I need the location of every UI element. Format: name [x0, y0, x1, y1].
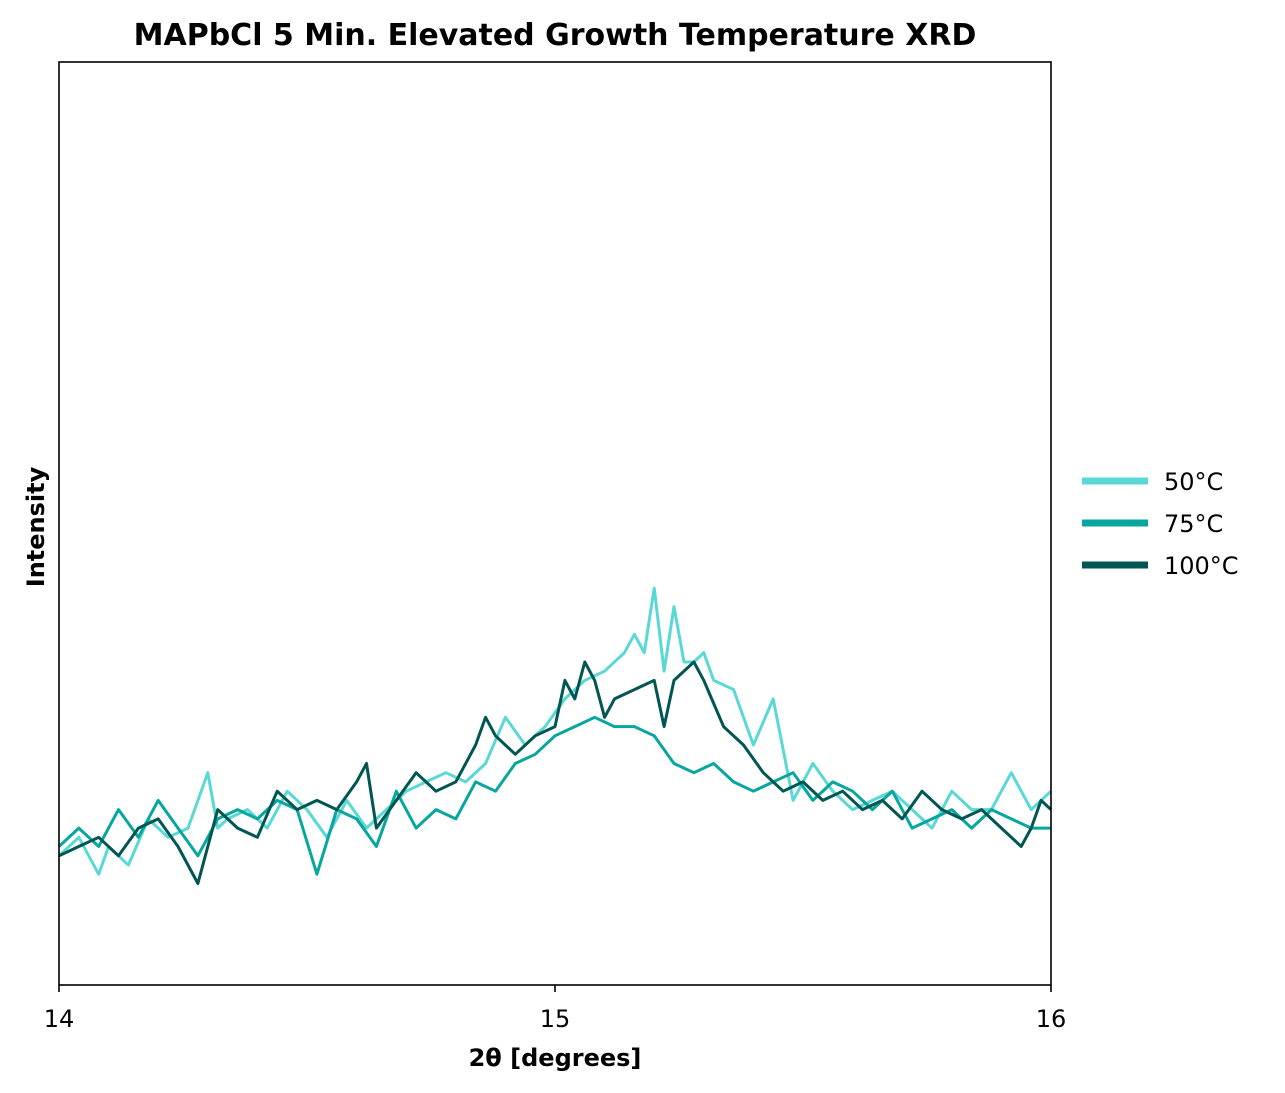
legend-label-100c: 100°C: [1164, 552, 1239, 580]
y-axis-label: Intensity: [22, 466, 50, 587]
x-tick-label: 15: [540, 1005, 571, 1033]
x-tick-label: 14: [44, 1005, 75, 1033]
chart-title: MAPbCl 5 Min. Elevated Growth Temperatur…: [134, 18, 977, 53]
plot-lines: [57, 586, 1053, 885]
x-axis-ticks: 14 15 16: [44, 985, 1067, 1033]
legend-label-50c: 50°C: [1164, 468, 1223, 496]
legend: 50°C 75°C 100°C: [1082, 468, 1239, 580]
x-tick-label: 16: [1036, 1005, 1067, 1033]
series-line-50c: [57, 586, 1053, 876]
legend-label-75c: 75°C: [1164, 510, 1223, 538]
series-line-100c: [58, 660, 1053, 885]
x-axis-label: 2θ [degrees]: [469, 1044, 642, 1072]
